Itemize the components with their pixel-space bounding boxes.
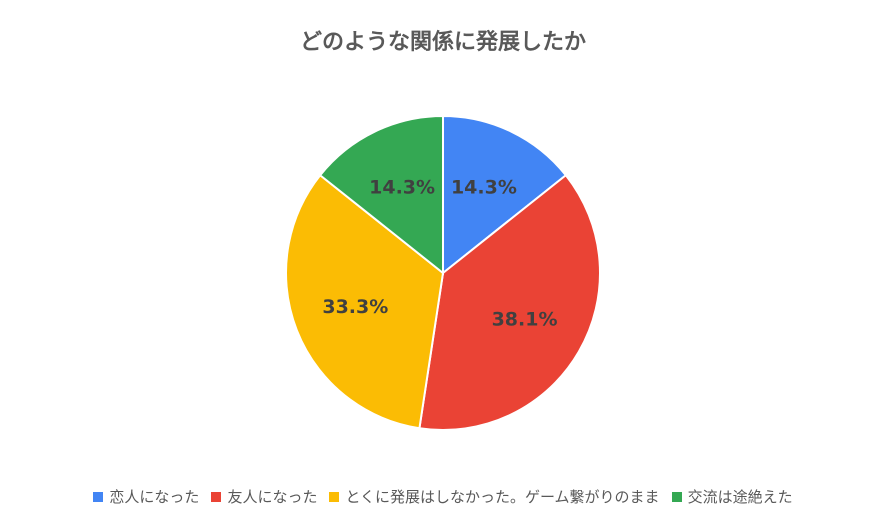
legend-label: 恋人になった (109, 488, 200, 506)
data-label-no-development: 33.3% (322, 296, 388, 318)
legend-item-friends: 友人になった (211, 486, 317, 507)
legend-swatch (211, 491, 222, 502)
legend-swatch (93, 491, 104, 502)
legend-label: 友人になった (227, 488, 318, 506)
chart-title: どのような関係に発展したか (299, 30, 586, 55)
pie-slice-no-development (285, 173, 445, 430)
legend-label: とくに発展はしなかった。ゲーム繋がりのまま (345, 488, 660, 506)
pie-slice-contact-lost (318, 114, 444, 276)
data-label-contact-lost: 14.3% (369, 177, 435, 199)
legend-swatch (671, 491, 682, 502)
data-label-friends: 38.1% (492, 309, 558, 331)
legend-item-no-development: とくに発展はしなかった。ゲーム繋がりのまま (329, 486, 660, 507)
pie-slice-friends (418, 173, 601, 431)
chart-legend: 恋人になった 友人になった とくに発展はしなかった。ゲーム繋がりのまま 交流は途絶えた (0, 486, 886, 507)
pie-chart: 14.3% 38.1% 33.3% 14.3% (285, 114, 601, 431)
legend-swatch (329, 491, 340, 502)
legend-item-contact-lost: 交流は途絶えた (671, 486, 793, 507)
pie-slice-lovers (442, 114, 568, 276)
legend-item-lovers: 恋人になった (93, 486, 199, 507)
legend-label: 交流は途絶えた (687, 488, 793, 506)
data-label-lovers: 14.3% (451, 177, 517, 199)
